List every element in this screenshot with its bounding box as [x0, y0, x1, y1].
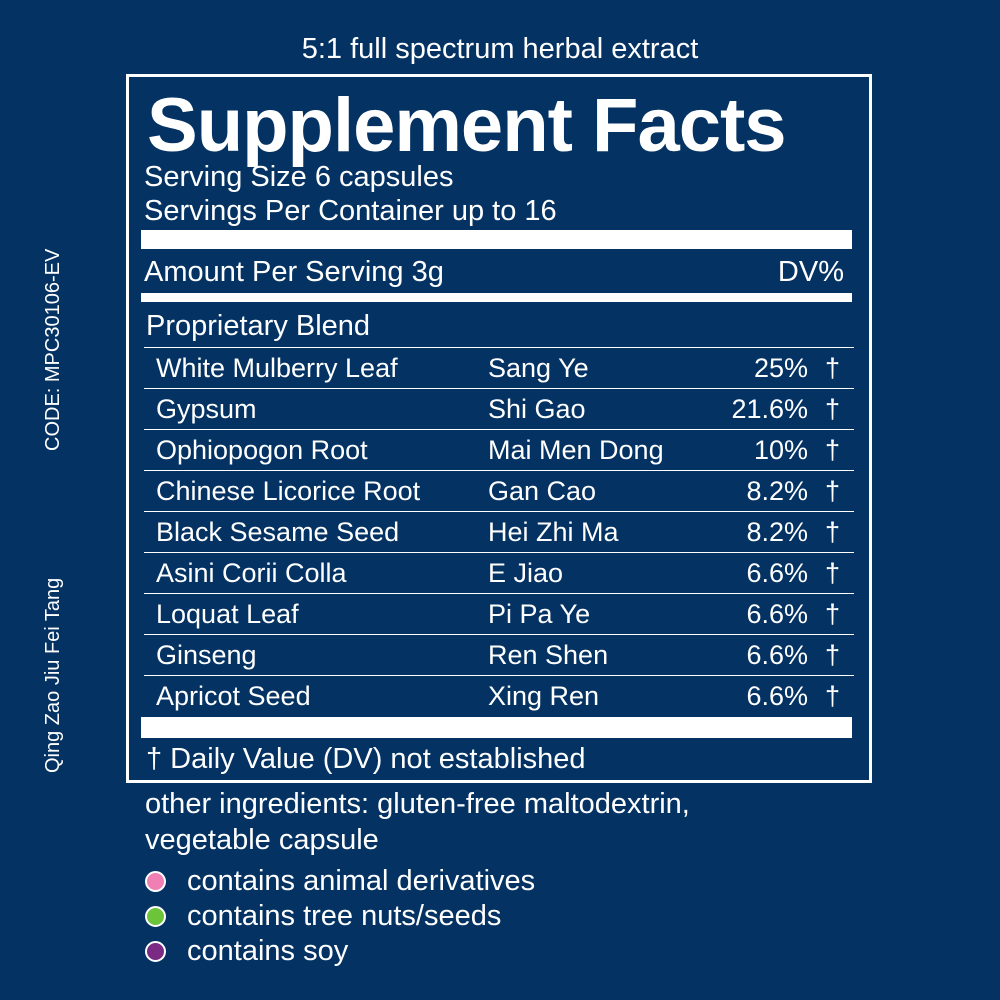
table-row: Ginseng Ren Shen 6.6% † [144, 635, 854, 676]
ingredient-name: Ginseng [156, 640, 257, 670]
ingredient-pinyin: Ren Shen [488, 640, 609, 670]
table-row: Apricot Seed Xing Ren 6.6% † [144, 676, 854, 716]
ingredient-percent: 6.6% [746, 599, 808, 629]
formula-name: Qing Zao Jiu Fei Tang [42, 577, 64, 773]
amount-per-serving: Amount Per Serving 3g [144, 256, 444, 288]
ingredient-percent: 10% [753, 435, 808, 465]
dagger-mark: † [824, 353, 840, 383]
panel-title: Supplement Facts [147, 83, 787, 168]
ingredient-pinyin: Sang Ye [488, 353, 589, 383]
ingredient-pinyin: Hei Zhi Ma [488, 517, 619, 547]
servings-per-container: Servings Per Container up to 16 [144, 195, 557, 227]
allergen-legend: contains animal derivatives contains tree… [145, 864, 535, 969]
dagger-mark: † [824, 599, 840, 629]
ingredient-name: Ophiopogon Root [156, 435, 368, 465]
ingredient-pinyin: Gan Cao [488, 476, 597, 506]
dv-header: DV% [777, 256, 844, 288]
other-ingredients: other ingredients: gluten-free maltodext… [145, 786, 690, 858]
ingredient-percent: 8.2% [746, 517, 808, 547]
ingredient-percent: 25% [753, 353, 808, 383]
product-code: CODE: MPC30106-EV [42, 248, 64, 451]
dagger-mark: † [824, 394, 840, 424]
ingredient-name: Apricot Seed [156, 681, 311, 711]
ingredient-percent: 6.6% [746, 681, 808, 711]
table-row: Asini Corii Colla E Jiao 6.6% † [144, 553, 854, 594]
legend-item: contains animal derivatives [145, 864, 535, 899]
other-ingredients-line: other ingredients: gluten-free maltodext… [145, 788, 690, 820]
legend-label: contains animal derivatives [187, 865, 536, 897]
dv-footnote: † Daily Value (DV) not established [146, 743, 586, 775]
table-row: Gypsum Shi Gao 21.6% † [144, 389, 854, 430]
dagger-mark: † [824, 517, 840, 547]
other-ingredients-line: vegetable capsule [145, 824, 379, 856]
ingredient-table: White Mulberry Leaf Sang Ye 25% † Gypsum Shi … [144, 347, 854, 716]
ingredient-name: White Mulberry Leaf [156, 353, 398, 383]
color-dot-icon [145, 906, 166, 927]
legend-item: contains soy [145, 934, 535, 969]
ingredient-pinyin: Mai Men Dong [488, 435, 664, 465]
legend-label: contains tree nuts/seeds [187, 900, 502, 932]
supplement-facts-panel: Supplement Facts Serving Size 6 capsules… [126, 74, 872, 783]
ingredient-pinyin: Xing Ren [488, 681, 600, 711]
amount-header: Amount Per Serving 3g DV% [144, 255, 844, 289]
medium-divider [141, 293, 852, 302]
ingredient-percent: 8.2% [746, 476, 808, 506]
table-row: Loquat Leaf Pi Pa Ye 6.6% † [144, 594, 854, 635]
legend-label: contains soy [187, 935, 349, 967]
thick-divider [141, 230, 852, 249]
ingredient-name: Black Sesame Seed [156, 517, 400, 547]
ingredient-name: Asini Corii Colla [156, 558, 347, 588]
ingredient-name: Gypsum [156, 394, 257, 424]
ingredient-name: Chinese Licorice Root [156, 476, 421, 506]
color-dot-icon [145, 941, 166, 962]
dagger-mark: † [824, 558, 840, 588]
dagger-mark: † [824, 640, 840, 670]
ingredient-name: Loquat Leaf [156, 599, 299, 629]
ingredient-percent: 21.6% [731, 394, 808, 424]
dagger-mark: † [824, 476, 840, 506]
bottom-divider [141, 717, 852, 738]
legend-item: contains tree nuts/seeds [145, 899, 535, 934]
table-row: Chinese Licorice Root Gan Cao 8.2% † [144, 471, 854, 512]
serving-size: Serving Size 6 capsules [144, 161, 454, 193]
extract-subtitle: 5:1 full spectrum herbal extract [301, 33, 699, 65]
ingredient-pinyin: Shi Gao [488, 394, 586, 424]
dagger-mark: † [824, 435, 840, 465]
table-row: White Mulberry Leaf Sang Ye 25% † [144, 348, 854, 389]
color-dot-icon [145, 871, 166, 892]
ingredient-percent: 6.6% [746, 640, 808, 670]
proprietary-blend-label: Proprietary Blend [146, 310, 371, 342]
table-row: Ophiopogon Root Mai Men Dong 10% † [144, 430, 854, 471]
ingredient-percent: 6.6% [746, 558, 808, 588]
table-row: Black Sesame Seed Hei Zhi Ma 8.2% † [144, 512, 854, 553]
ingredient-pinyin: Pi Pa Ye [488, 599, 591, 629]
ingredient-pinyin: E Jiao [488, 558, 564, 588]
dagger-mark: † [824, 681, 840, 711]
